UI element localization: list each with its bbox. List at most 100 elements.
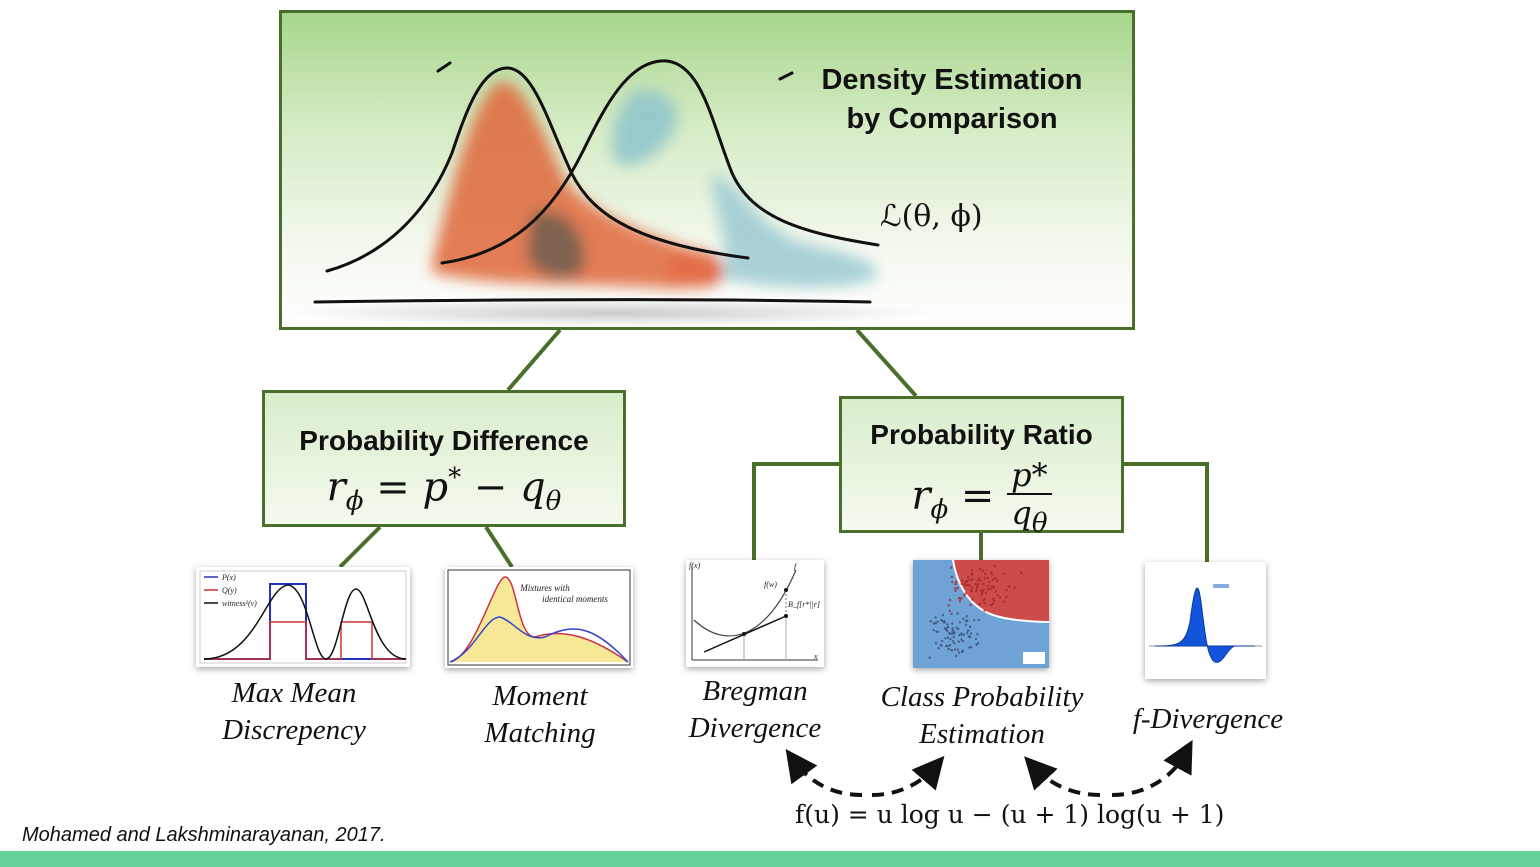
ratio-formula-eq: = <box>948 473 1008 520</box>
loss-formula: ℒ(θ, ϕ) <box>880 199 983 234</box>
moment-matching-thumbnail: Mixtures with identical moments <box>445 567 633 668</box>
scatter-dot <box>962 617 965 620</box>
scatter-dot <box>948 609 951 613</box>
scatter-dot <box>959 597 962 600</box>
scatter-dot <box>983 576 986 580</box>
mmd-thumbnail: P(x) Q(y) witness²(v) <box>196 567 410 667</box>
scatter-dot <box>981 569 984 572</box>
bregman-thumbnail: f(x) f(w) f B_f[r*||r] x <box>686 560 824 667</box>
scatter-dot <box>939 643 942 647</box>
scatter-dot <box>996 579 999 582</box>
scatter-dot <box>968 578 971 582</box>
scatter-dot <box>960 582 963 586</box>
scatter-dot <box>953 648 957 651</box>
scatter-dot <box>990 571 993 574</box>
scatter-dot <box>1003 572 1006 576</box>
scatter-dot <box>982 583 985 586</box>
scatter-dot <box>990 603 993 607</box>
class-probability-thumbnail <box>913 560 1049 668</box>
scatter-dot <box>940 619 943 622</box>
scatter-dot <box>929 620 932 623</box>
scatter-dot <box>989 587 992 591</box>
scatter-dot <box>967 629 970 632</box>
scatter-dot <box>1013 586 1016 589</box>
scatter-dot <box>968 636 972 639</box>
bregman-label-line1: Bregman <box>702 675 808 707</box>
scatter-dot <box>988 580 991 584</box>
scatter-dot <box>1005 589 1008 592</box>
probability-ratio-box: Probability Ratio rϕ = p* qθ <box>839 396 1124 538</box>
scatter-dot <box>975 588 978 591</box>
scatter-dot <box>983 598 987 601</box>
scatter-dot <box>961 649 964 652</box>
scatter-dot <box>932 628 935 632</box>
scatter-dot <box>982 588 985 592</box>
scatter-dot <box>946 629 949 633</box>
mmd-legend-witness: witness²(v) <box>222 599 257 608</box>
scatter-dot <box>977 582 980 586</box>
scatter-dot <box>948 632 951 635</box>
formula-r: r <box>326 464 346 511</box>
probability-ratio-formula: rϕ = p* qθ <box>842 457 1121 541</box>
scatter-dot <box>991 585 994 589</box>
scatter-dot <box>965 615 969 618</box>
scatter-dot <box>958 621 962 624</box>
scatter-dot <box>957 627 960 631</box>
ratio-fraction: p* qθ <box>1007 457 1052 541</box>
scatter-dot <box>964 620 968 623</box>
label-max-mean-discrepancy: Max Mean Discrepency <box>194 675 394 749</box>
scatter-dot <box>968 646 971 649</box>
scatter-dot <box>950 566 953 569</box>
f-divergence-thumbnail <box>1145 562 1266 679</box>
top-title: Density Estimation by Comparison <box>782 61 1122 139</box>
bregman-label-line2: Divergence <box>688 712 822 744</box>
formula-minus-q: − q <box>461 464 546 511</box>
probability-difference-formula: rϕ = p* − qθ <box>265 463 623 516</box>
scatter-dot <box>956 612 959 615</box>
scatter-dot <box>947 647 950 651</box>
scatter-dot <box>977 618 980 622</box>
scatter-dot <box>971 598 974 601</box>
scatter-dot <box>978 567 982 571</box>
scatter-dot <box>1003 600 1006 603</box>
moment-note-line2: identical moments <box>542 594 608 604</box>
formula-eq-p: = p <box>363 464 449 511</box>
scatter-dot <box>950 575 954 579</box>
scatter-dot <box>946 623 949 626</box>
mmd-legend-p: P(x) <box>221 573 236 582</box>
scatter-dot <box>935 630 938 633</box>
scatter-dot <box>954 582 957 586</box>
scatter-dot <box>983 609 986 612</box>
bregman-label-f: f <box>794 562 798 571</box>
scatter-dot <box>955 580 958 584</box>
scatter-dot <box>960 638 963 641</box>
scatter-dot <box>978 577 981 580</box>
scatter-dot <box>993 564 996 568</box>
scatter-dot <box>992 597 995 600</box>
scatter-dot <box>971 568 974 571</box>
scatter-dot <box>987 585 990 588</box>
scatter-dot <box>932 622 935 625</box>
scatter-dot <box>949 598 952 602</box>
scatter-dot <box>961 639 964 643</box>
scatter-dot <box>1008 585 1011 588</box>
scatter-dot <box>951 580 954 584</box>
scatter-dot <box>960 633 963 636</box>
scatter-dot <box>992 599 995 602</box>
scatter-dot <box>969 645 973 649</box>
scatter-dot <box>958 633 961 637</box>
probability-difference-box: Probability Difference rϕ = p* − qθ <box>262 390 626 527</box>
scatter-dot <box>1005 595 1008 599</box>
scatter-dot <box>970 578 974 581</box>
ratio-denominator: qθ <box>1007 495 1051 541</box>
scatter-dot <box>941 613 945 617</box>
scatter-dot <box>974 637 978 641</box>
scatter-dot <box>964 584 967 587</box>
scatter-dot <box>954 587 957 590</box>
scatter-dot <box>974 582 977 586</box>
scatter-dot <box>976 642 980 645</box>
mmd-label-line1: Max Mean <box>231 677 357 709</box>
label-bregman-divergence: Bregman Divergence <box>655 673 855 747</box>
scatter-dot <box>965 579 969 583</box>
